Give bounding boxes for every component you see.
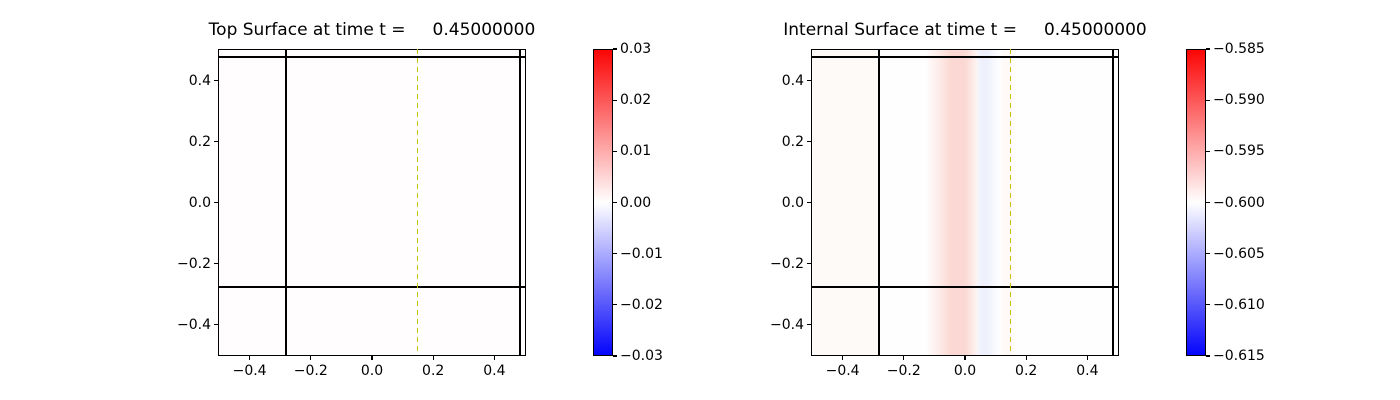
top-surface-heatmap: Top Surface at time t = 0.45000000 −0.4 −…	[177, 20, 535, 379]
x-tick-label: −0.2	[886, 363, 921, 379]
y-tick-mark	[807, 140, 811, 143]
x-tick-label: 0.4	[483, 363, 506, 379]
y-tick-label: −0.2	[177, 255, 211, 272]
dashed-yellow-vline	[1009, 49, 1012, 355]
colorbar-tick-mark	[613, 48, 617, 50]
colorbar-tick-mark	[1206, 150, 1210, 152]
colorbar-tick-mark	[613, 253, 617, 255]
x-tick-label: 0.2	[422, 363, 445, 379]
x-tick-mark	[903, 356, 905, 360]
x-tick-label: −0.4	[825, 363, 860, 379]
colorbar-tick-label: −0.605	[1213, 245, 1265, 262]
y-tick-mark	[214, 79, 218, 82]
colorbar-tick-label: −0.03	[620, 348, 663, 364]
colorbar-gradient	[1186, 49, 1206, 356]
colorbar-tick-label: −0.01	[620, 245, 663, 262]
colorbar-tick-label: −0.600	[1213, 194, 1265, 211]
x-tick-mark	[371, 356, 373, 360]
x-tick-label: 0.4	[1076, 363, 1099, 379]
y-tick-mark	[214, 323, 218, 326]
top-surface-title: Top Surface at time t = 0.45000000	[208, 20, 536, 40]
colorbar-tick-label: 0.02	[620, 92, 652, 109]
colorbar-tick-label: −0.585	[1213, 41, 1265, 57]
colorbar-tick-mark	[613, 304, 617, 306]
y-tick-label: 0.0	[188, 194, 211, 211]
y-tick-mark	[214, 140, 218, 143]
colorbar-tick-mark	[1206, 304, 1210, 306]
internal-surface-heatmap: Internal Surface at time t = 0.45000000 …	[770, 20, 1147, 379]
y-tick-label: 0.0	[781, 194, 804, 211]
black-hline	[219, 55, 525, 58]
black-hline	[219, 285, 525, 288]
dashed-yellow-vline	[416, 49, 419, 355]
colorbar-tick-label: −0.615	[1213, 348, 1265, 364]
top-surface-colorbar: 0.03 0.02 0.01 0.00 −0.01 −0.02 −0.03	[593, 41, 663, 364]
colorbar-tick-mark	[613, 99, 617, 101]
y-tick-label: 0.4	[188, 72, 211, 89]
internal-surface-field	[812, 50, 1118, 355]
y-tick-label: −0.4	[770, 316, 804, 333]
y-tick-label: 0.2	[188, 133, 211, 150]
black-vline	[285, 50, 288, 355]
y-tick-label: 0.2	[781, 133, 804, 150]
y-tick-mark	[807, 323, 811, 326]
colorbar-tick-mark	[613, 201, 617, 204]
colorbar-tick-label: −0.02	[620, 296, 663, 313]
y-tick-mark	[807, 79, 811, 82]
x-tick-mark	[1086, 356, 1089, 360]
y-tick-mark	[807, 201, 811, 204]
colorbar-tick-label: −0.595	[1213, 143, 1265, 160]
colorbar-tick-mark	[1206, 355, 1210, 357]
colorbar-tick-mark	[613, 150, 617, 152]
x-tick-mark	[248, 356, 251, 360]
colorbar-tick-mark	[1206, 99, 1210, 101]
black-hline	[812, 285, 1118, 288]
top-surface-field	[219, 50, 525, 355]
colorbar-tick-label: −0.590	[1213, 92, 1265, 109]
black-vline	[519, 50, 522, 355]
colorbar-tick-label: 0.01	[620, 143, 652, 160]
colorbar-tick-mark	[1206, 253, 1210, 255]
x-tick-mark	[964, 356, 966, 360]
colorbar-tick-mark	[1206, 201, 1210, 204]
internal-surface-title: Internal Surface at time t = 0.45000000	[783, 20, 1147, 40]
x-tick-label: −0.2	[293, 363, 328, 379]
y-tick-mark	[807, 262, 811, 265]
x-tick-mark	[432, 356, 434, 360]
colorbar-tick-mark	[613, 355, 617, 357]
x-tick-mark	[493, 356, 496, 360]
y-tick-mark	[214, 262, 218, 265]
x-tick-label: 0.0	[360, 363, 384, 379]
colorbar-tick-label: −0.610	[1213, 296, 1265, 313]
black-vline	[878, 50, 881, 355]
internal-surface-colorbar: −0.585 −0.590 −0.595 −0.600 −0.605 −0.610 −0.6…	[1186, 41, 1265, 364]
colorbar-gradient	[593, 49, 613, 356]
x-tick-label: −0.4	[232, 363, 267, 379]
y-tick-label: 0.4	[781, 72, 804, 89]
y-tick-label: −0.4	[177, 316, 211, 333]
colorbar-tick-label: 0.03	[620, 41, 652, 57]
colorbar-tick-label: 0.00	[620, 194, 652, 211]
x-tick-mark	[310, 356, 312, 360]
black-vline	[1112, 50, 1115, 355]
x-tick-label: 0.0	[953, 363, 977, 379]
x-tick-label: 0.2	[1015, 363, 1038, 379]
x-tick-mark	[841, 356, 844, 360]
colorbar-tick-mark	[1206, 48, 1210, 50]
y-tick-label: −0.2	[770, 255, 804, 272]
x-tick-mark	[1025, 356, 1027, 360]
y-tick-mark	[214, 201, 218, 204]
black-hline	[812, 55, 1118, 58]
